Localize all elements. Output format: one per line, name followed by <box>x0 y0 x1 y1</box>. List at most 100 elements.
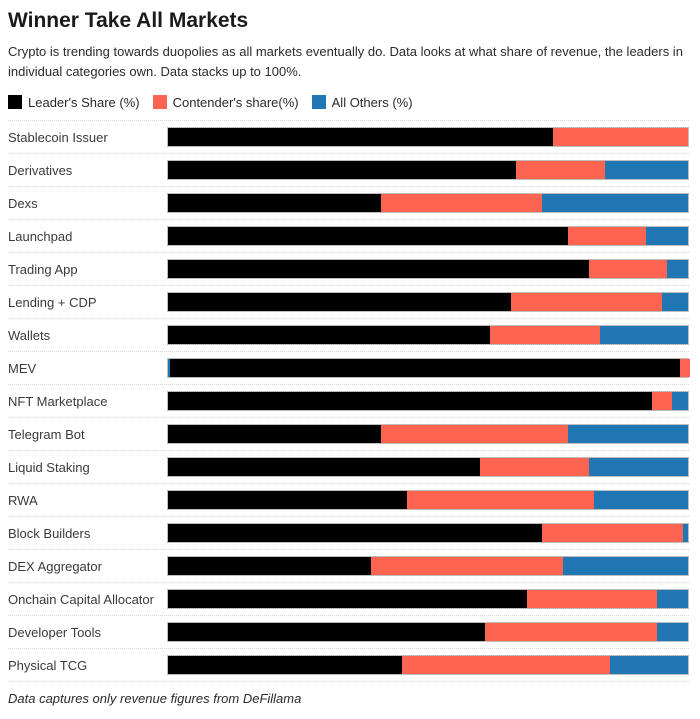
contender-share-segment <box>568 227 647 245</box>
legend-label-all-others: All Others (%) <box>331 94 413 110</box>
stacked-bar <box>167 325 689 345</box>
chart-row: NFT Marketplace <box>8 385 689 418</box>
all-others-segment <box>672 392 688 410</box>
chart-row: MEV <box>8 352 690 385</box>
contender-share-segment <box>552 128 688 146</box>
chart-row: Wallets <box>8 319 689 352</box>
chart-row: Derivatives <box>8 154 689 187</box>
contender-share-segment <box>381 425 569 443</box>
leader-share-segment <box>168 194 382 212</box>
stacked-bar <box>167 556 689 576</box>
contender-share-segment <box>490 326 600 344</box>
category-label: Stablecoin Issuer <box>8 129 108 145</box>
legend-item-all-others: All Others (%) <box>311 94 413 110</box>
leader-share-segment <box>168 128 553 146</box>
legend: Leader's Share (%) Contender's share(%) Al… <box>8 94 689 110</box>
category-label: Trading App <box>8 261 78 277</box>
contender-swatch <box>152 95 167 109</box>
all-others-segment <box>563 557 688 575</box>
category-label: Lending + CDP <box>8 294 97 310</box>
all-others-segment <box>656 623 688 641</box>
leader-share-segment <box>168 227 569 245</box>
leader-share-segment <box>168 656 402 674</box>
chart-row: Launchpad <box>8 220 689 253</box>
chart-row: Stablecoin Issuer <box>8 121 689 154</box>
category-label: MEV <box>8 360 37 376</box>
stacked-bar-chart: Stablecoin Issuer Derivatives Dexs Launchpa… <box>8 120 690 682</box>
category-label: Derivatives <box>8 162 73 178</box>
category-label: DEX Aggregator <box>8 558 102 574</box>
category-label: Dexs <box>8 195 38 211</box>
stacked-bar <box>167 424 689 444</box>
leader-share-segment <box>168 326 491 344</box>
all-others-segment <box>661 293 688 311</box>
leader-share-segment <box>168 590 527 608</box>
all-others-segment <box>594 491 688 509</box>
contender-share-segment <box>542 524 683 542</box>
leader-share-segment <box>168 293 512 311</box>
contender-share-segment <box>407 491 595 509</box>
stacked-bar <box>167 358 690 378</box>
contender-share-segment <box>480 458 590 476</box>
category-label: Launchpad <box>8 228 73 244</box>
category-label: NFT Marketplace <box>8 393 108 409</box>
stacked-bar <box>167 160 689 180</box>
category-label: Developer Tools <box>8 624 101 640</box>
stacked-bar <box>167 589 689 609</box>
leader-share-segment <box>168 161 517 179</box>
stacked-bar <box>167 655 689 675</box>
all-others-segment <box>610 656 688 674</box>
category-label: RWA <box>8 492 38 508</box>
chart-row: Physical TCG <box>8 649 689 682</box>
contender-share-segment <box>485 623 657 641</box>
chart-title: Winner Take All Markets <box>8 9 249 32</box>
contender-share-segment <box>679 359 690 377</box>
chart-row: Dexs <box>8 187 689 220</box>
stacked-bar <box>167 193 689 213</box>
all-others-segment <box>599 326 688 344</box>
legend-label-contender: Contender's share(%) <box>172 94 299 110</box>
leader-share-segment <box>168 260 590 278</box>
chart-row: DEX Aggregator <box>8 550 689 583</box>
leader-share-segment <box>168 458 480 476</box>
leader-share-segment <box>168 392 652 410</box>
legend-label-leader: Leader's Share (%) <box>28 94 140 110</box>
contender-share-segment <box>402 656 610 674</box>
stacked-bar <box>167 127 689 147</box>
all-others-segment <box>589 458 688 476</box>
category-label: Telegram Bot <box>8 426 85 442</box>
stacked-bar <box>167 490 689 510</box>
leader-share-segment <box>168 524 543 542</box>
chart-row: Liquid Staking <box>8 451 689 484</box>
leader-share-segment <box>170 359 680 377</box>
chart-row: Telegram Bot <box>8 418 689 451</box>
contender-share-segment <box>516 161 605 179</box>
chart-row: Onchain Capital Allocator <box>8 583 689 616</box>
legend-item-contender: Contender's share(%) <box>152 94 299 110</box>
all-others-segment <box>646 227 688 245</box>
stacked-bar <box>167 622 689 642</box>
leader-share-segment <box>168 425 382 443</box>
contender-share-segment <box>589 260 668 278</box>
contender-share-segment <box>370 557 564 575</box>
chart-row: Block Builders <box>8 517 689 550</box>
contender-share-segment <box>651 392 673 410</box>
all-others-segment <box>667 260 688 278</box>
leader-share-segment <box>168 491 408 509</box>
stacked-bar <box>167 292 689 312</box>
stacked-bar <box>167 391 689 411</box>
legend-item-leader: Leader's Share (%) <box>8 95 140 110</box>
stacked-bar <box>167 523 689 543</box>
stacked-bar <box>167 457 689 477</box>
chart-subtitle: Crypto is trending towards duopolies as … <box>8 44 683 79</box>
all-others-segment <box>682 524 688 542</box>
stacked-bar <box>167 226 689 246</box>
all-others-segment <box>604 161 688 179</box>
category-label: Liquid Staking <box>8 459 90 475</box>
mev-left-sliver <box>168 359 170 377</box>
contender-share-segment <box>381 194 543 212</box>
chart-row: RWA <box>8 484 689 517</box>
leader-share-segment <box>168 557 371 575</box>
stacked-bar <box>167 259 689 279</box>
contender-share-segment <box>526 590 657 608</box>
